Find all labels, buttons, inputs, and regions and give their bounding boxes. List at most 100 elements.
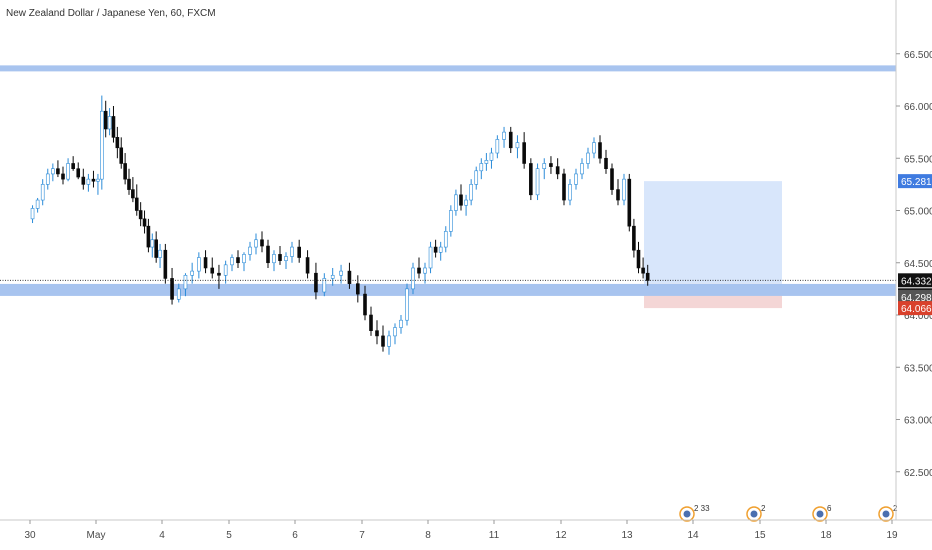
x-tick-label: 30 (24, 530, 36, 541)
candle (158, 243, 162, 268)
candle (555, 158, 560, 180)
candle-body (610, 168, 614, 190)
support-level-band[interactable] (0, 283, 896, 296)
candle-body (30, 208, 35, 220)
candle-body (636, 249, 641, 269)
candle-body (464, 199, 468, 206)
event-marker[interactable]: 2 (878, 504, 898, 522)
candle (622, 173, 626, 206)
candle (508, 126, 513, 154)
candle-body (290, 246, 294, 257)
entry-price-tag: 64.298 (898, 289, 932, 304)
candle (96, 173, 100, 195)
candle-body (242, 254, 246, 264)
candle (489, 147, 494, 169)
candle (417, 257, 421, 279)
candle (627, 173, 632, 232)
candle-body (134, 197, 139, 211)
candle (529, 158, 533, 201)
resistance-level-band[interactable] (0, 65, 896, 72)
candle-body (399, 319, 403, 328)
candle (272, 250, 276, 272)
candle-body (604, 157, 608, 169)
target-price-tag: 65.281 (898, 174, 932, 189)
candle (35, 197, 40, 213)
candle (107, 108, 112, 136)
stop-price-tag-bg (898, 301, 932, 316)
chart-title: New Zealand Dollar / Japanese Yen, 60, F… (6, 8, 216, 19)
candle-body (469, 184, 473, 201)
candle-body (278, 254, 282, 261)
candle-body (45, 173, 50, 185)
candle-body (107, 116, 112, 130)
event-count: 2 33 (694, 504, 710, 513)
candle (30, 205, 35, 224)
candle-body (454, 194, 458, 211)
candle-body (330, 274, 335, 279)
event-marker[interactable]: 2 33 (679, 504, 710, 522)
candle (399, 315, 403, 334)
candle (45, 168, 50, 190)
candle-body (284, 256, 288, 261)
x-tick-label: 5 (226, 530, 232, 541)
candle-body (96, 178, 100, 182)
candle-body (56, 168, 60, 175)
candle (119, 137, 124, 169)
candle-body (438, 246, 443, 253)
candle (515, 135, 520, 159)
candle-body (223, 264, 228, 276)
candle-body (339, 270, 343, 276)
candle (127, 168, 131, 195)
x-tick-label: 4 (159, 530, 165, 541)
candle (91, 170, 96, 188)
x-tick-label: 18 (820, 530, 832, 541)
price-axis[interactable]: 66.500 66.000 65.500 65.000 64.500 64.000 63.5… (896, 50, 932, 479)
candle-body (356, 283, 360, 295)
candle-body (297, 246, 301, 258)
candle-body (535, 168, 540, 196)
candle-body (272, 254, 276, 264)
candle-body (627, 178, 632, 227)
candle-body (474, 170, 479, 185)
candle (632, 218, 636, 258)
candle-body (170, 278, 174, 300)
candle (542, 158, 547, 180)
candle (459, 184, 463, 211)
event-marker[interactable]: 6 (812, 504, 832, 522)
candle (236, 250, 240, 268)
candle (464, 194, 468, 216)
candle (393, 323, 397, 345)
x-tick-label: 11 (489, 530, 500, 541)
candle (502, 126, 506, 148)
event-flag-icon (750, 510, 758, 518)
plot-area[interactable] (0, 65, 896, 355)
candle (549, 156, 553, 174)
candle-body (387, 335, 391, 347)
candle (134, 184, 139, 216)
x-tick-label: 12 (555, 530, 567, 541)
candle (66, 158, 70, 182)
candle-body (381, 335, 385, 347)
candle (449, 205, 453, 237)
target-zone[interactable] (644, 181, 782, 284)
candle-body (176, 288, 181, 300)
stop-price-tag-text: 64.066 (901, 304, 932, 315)
candle-body (197, 257, 201, 272)
candles-group (30, 95, 650, 355)
event-marker[interactable]: 2 (746, 504, 766, 522)
candle-body (210, 267, 215, 274)
y-tick-label: 64.000 (904, 311, 932, 322)
candle (290, 241, 294, 263)
candle-body (428, 246, 433, 269)
time-axis[interactable]: 30 May 4 5 6 7 8 11 12 13 14 15 18 19 (24, 520, 898, 541)
candle-body (314, 272, 318, 293)
candle-body (592, 142, 596, 154)
candle (230, 254, 234, 272)
candle-body (479, 163, 484, 172)
candle-body (423, 267, 427, 274)
candle-body (369, 314, 373, 331)
candle (381, 325, 385, 352)
candle-body (632, 225, 636, 251)
y-tick-label: 65.000 (904, 207, 932, 218)
